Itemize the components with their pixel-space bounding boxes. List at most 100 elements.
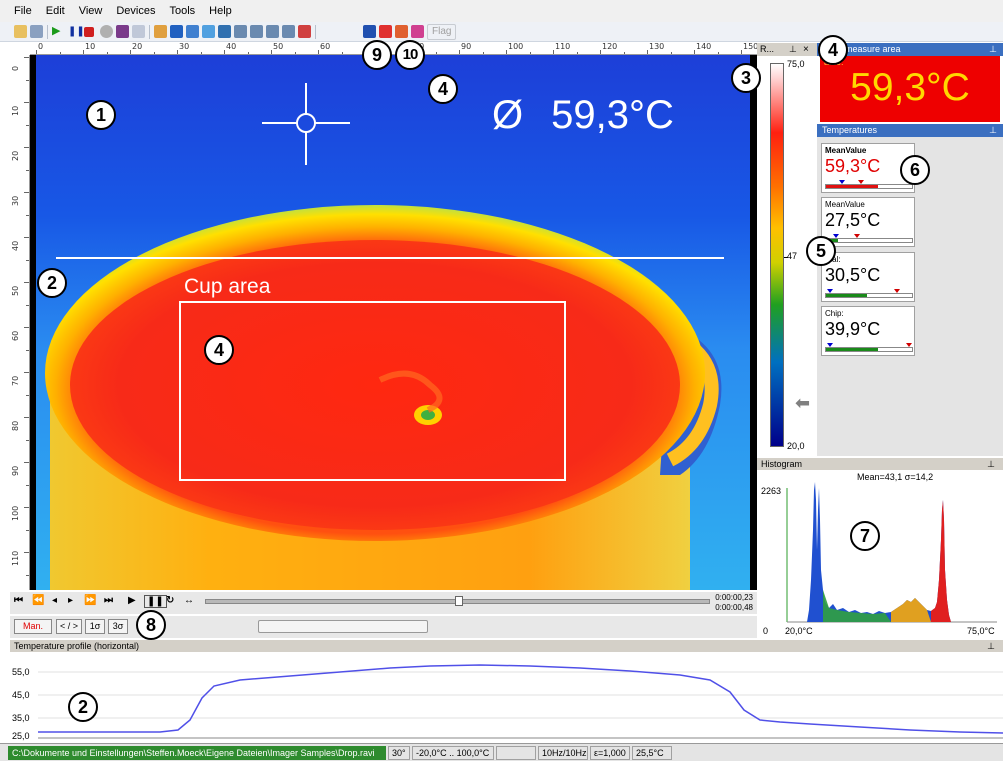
camera-icon[interactable]: [116, 25, 129, 38]
pin-icon[interactable]: ⊥: [989, 125, 997, 135]
menu-view[interactable]: View: [78, 5, 103, 17]
ruler-left-label: 50: [11, 285, 20, 296]
ruler-top-minor-tick: [153, 52, 155, 54]
menu-tools[interactable]: Tools: [169, 5, 196, 17]
snapshot-icon[interactable]: [411, 25, 424, 38]
temp-card-value: 30,5°C: [825, 265, 881, 285]
ruler-left-label: 80: [11, 420, 20, 431]
ruler-top-minor-tick: [576, 52, 578, 54]
menu-edit[interactable]: Edit: [45, 5, 65, 17]
copy-icon[interactable]: [132, 25, 145, 38]
temp-display-icon[interactable]: [234, 25, 247, 38]
play-button-icon[interactable]: ▶: [128, 595, 136, 606]
step-forward-icon[interactable]: ▸: [68, 595, 74, 606]
thermal-image[interactable]: Ø 59,3°C Cup area: [30, 55, 757, 590]
temp-card-bar: [825, 234, 913, 243]
scale-title: R...: [760, 44, 775, 54]
step-back-icon[interactable]: ◂: [52, 595, 58, 606]
fullscreen-icon[interactable]: [363, 25, 376, 38]
pin-icon[interactable]: ⊥: [989, 44, 997, 54]
ruler-left-label: 90: [11, 465, 20, 476]
palette-icon[interactable]: [395, 25, 408, 38]
three-sigma-button[interactable]: 3σ: [108, 619, 128, 634]
auto-range-button[interactable]: < / >: [56, 619, 82, 634]
scale-icon[interactable]: [379, 25, 392, 38]
stop-icon[interactable]: [84, 27, 94, 37]
ruler-left-minor-tick: [26, 484, 29, 486]
callout-7: 7: [850, 521, 880, 551]
status-blank: [496, 746, 536, 760]
callout-2-image: 2: [37, 268, 67, 298]
menu-file[interactable]: File: [14, 5, 32, 17]
grid-icon[interactable]: [266, 25, 279, 38]
menu-devices[interactable]: Devices: [116, 5, 156, 17]
pin-icon[interactable]: ⊥: [789, 44, 797, 54]
range-icon[interactable]: ↔: [184, 595, 194, 606]
measure-icon[interactable]: [298, 25, 311, 38]
fast-rewind-icon[interactable]: ⏪: [32, 595, 45, 606]
loop-icon[interactable]: ↻: [166, 595, 175, 606]
cross-icon[interactable]: [282, 25, 295, 38]
temp-card-bar: [825, 180, 913, 189]
trend-icon[interactable]: [218, 25, 231, 38]
profile-icon[interactable]: [186, 25, 199, 38]
timeline-slider[interactable]: [205, 596, 710, 606]
first-frame-icon[interactable]: ⏮: [14, 595, 23, 606]
ruler-left-tick: [24, 552, 29, 553]
temp-range-icon[interactable]: [250, 25, 263, 38]
one-sigma-button[interactable]: 1σ: [85, 619, 105, 634]
ruler-top-minor-tick: [670, 52, 672, 54]
ruler-top-label: 120: [602, 43, 618, 51]
status-bar: C:\Dokumente und Einstellungen\Steffen.M…: [0, 743, 1003, 761]
max-marker-icon: [854, 234, 860, 238]
histogram-panel: Mean=43,1 σ=14,2 2263 0 20,0°C 75,0°C: [757, 470, 1003, 638]
ruler-top-label: 100: [508, 43, 524, 51]
color-scale-bar[interactable]: [770, 63, 784, 447]
ruler-top-minor-tick: [247, 52, 249, 54]
temp-card-internal[interactable]: rnal: 30,5°C: [821, 252, 915, 302]
play-icon[interactable]: ▶: [52, 25, 61, 37]
temp-card-mean-value[interactable]: MeanValue 27,5°C: [821, 197, 915, 247]
ruler-top-minor-tick: [717, 52, 719, 54]
ruler-top-label: 0: [38, 43, 44, 51]
temp-card-value: 59,3°C: [825, 156, 881, 176]
close-icon[interactable]: ×: [803, 44, 809, 55]
ruler-top-minor-tick: [200, 52, 202, 54]
ruler-top: 0102030405060708090100110120130140150: [30, 43, 757, 55]
fast-forward-icon[interactable]: ⏩: [84, 595, 97, 606]
ruler-top-label: 130: [649, 43, 665, 51]
temp-card-chip[interactable]: Chip: 39,9°C: [821, 306, 915, 356]
time-total: 0:00:00,48: [715, 603, 753, 612]
pause-button-icon[interactable]: ❚❚: [144, 595, 167, 608]
histogram-icon[interactable]: [170, 25, 183, 38]
menu-help[interactable]: Help: [209, 5, 232, 17]
range-scroll-strip[interactable]: [258, 620, 428, 633]
ruler-left-tick: [24, 57, 29, 58]
ruler-top-tick: [459, 50, 460, 54]
layout-icon[interactable]: [154, 25, 167, 38]
toolbar: ▶ ❚❚ Flag: [0, 22, 1003, 42]
scale-pointer-icon[interactable]: ⬅: [795, 393, 811, 413]
record-icon[interactable]: [100, 25, 113, 38]
pin-icon[interactable]: ⊥: [987, 641, 995, 651]
ruler-left-label: 100: [11, 505, 20, 521]
pause-icon[interactable]: ❚❚: [68, 26, 85, 37]
ruler-top-minor-tick: [59, 52, 61, 54]
ruler-left-label: 60: [11, 330, 20, 341]
ruler-top-minor-tick: [435, 52, 437, 54]
ruler-left-minor-tick: [26, 124, 29, 126]
timeline-knob[interactable]: [455, 596, 463, 606]
ruler-left-tick: [24, 237, 29, 238]
scale-mid-label: 47: [787, 251, 798, 261]
last-frame-icon[interactable]: ⏭: [104, 595, 113, 606]
ruler-top-minor-tick: [623, 52, 625, 54]
line-chart-icon[interactable]: [202, 25, 215, 38]
open-icon[interactable]: [14, 25, 27, 38]
manual-range-button[interactable]: Man.: [14, 619, 52, 634]
pin-icon[interactable]: ⊥: [987, 459, 995, 469]
flag-button[interactable]: Flag: [427, 24, 457, 40]
temp-card-label: MeanValue: [825, 200, 865, 209]
profile-y-label: 45,0: [12, 690, 30, 700]
save-icon[interactable]: [30, 25, 43, 38]
temp-card-mean-area[interactable]: MeanValue 59,3°C: [821, 143, 915, 193]
